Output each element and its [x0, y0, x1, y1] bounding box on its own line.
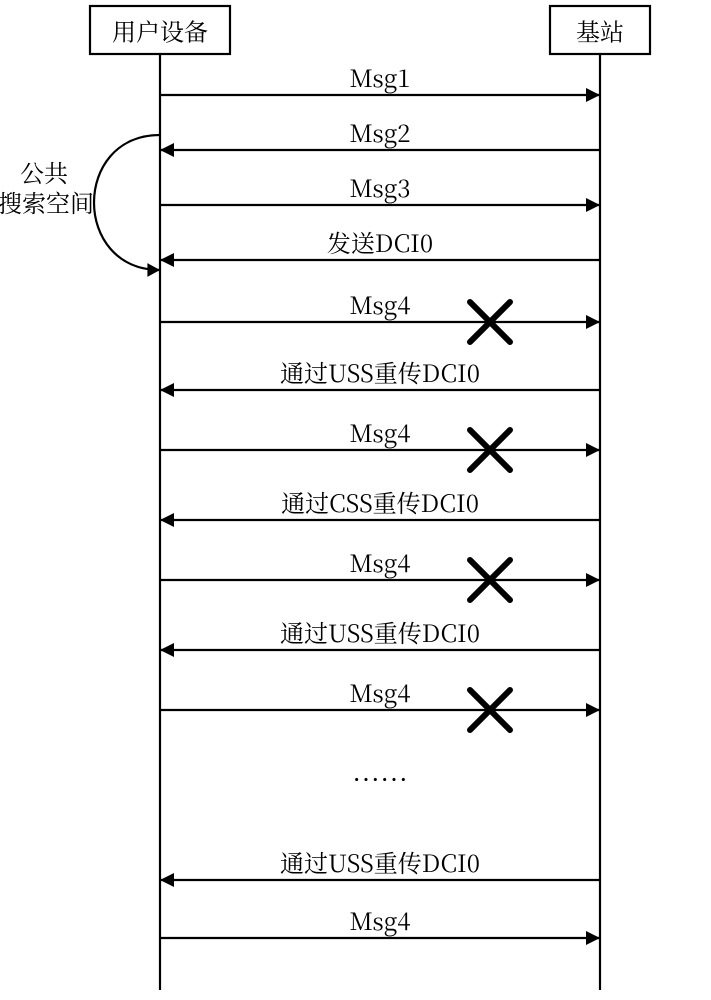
message-8-label: Msg4 — [349, 544, 410, 579]
message-5-label: 通过USS重传DCI0 — [280, 354, 480, 389]
message-9-arrow-head — [160, 643, 174, 657]
message-8-arrow-head — [586, 573, 600, 587]
right-participant-label: 基站 — [576, 13, 624, 48]
css-brace-arrowhead — [147, 263, 160, 277]
message-1-label: Msg2 — [349, 114, 410, 149]
message-10-label: Msg4 — [349, 674, 410, 709]
message-9-label: 通过USS重传DCI0 — [280, 614, 480, 649]
message-6-label: Msg4 — [349, 414, 410, 449]
css-brace-label-2: 搜索空间 — [0, 184, 94, 219]
css-brace-arc — [94, 135, 160, 270]
message-7-label: 通过CSS重传DCI0 — [281, 484, 479, 519]
left-participant-label: 用户设备 — [112, 13, 208, 48]
message-6-arrow-head — [586, 443, 600, 457]
message-12-arrow-head — [586, 931, 600, 945]
message-12-label: Msg4 — [349, 902, 410, 937]
message-11-label: 通过USS重传DCI0 — [280, 844, 480, 879]
message-10-arrow-head — [586, 703, 600, 717]
message-5-arrow-head — [160, 383, 174, 397]
ellipsis: …… — [352, 759, 408, 799]
message-0-arrow-head — [586, 88, 600, 102]
message-3-arrow-head — [160, 253, 174, 267]
message-1-arrow-head — [160, 143, 174, 157]
message-0-label: Msg1 — [349, 59, 410, 94]
message-11-arrow-head — [160, 873, 174, 887]
message-7-arrow-head — [160, 513, 174, 527]
message-4-arrow-head — [586, 315, 600, 329]
message-4-label: Msg4 — [349, 286, 410, 321]
message-2-label: Msg3 — [349, 169, 410, 204]
message-3-label: 发送DCI0 — [327, 224, 433, 259]
message-2-arrow-head — [586, 198, 600, 212]
